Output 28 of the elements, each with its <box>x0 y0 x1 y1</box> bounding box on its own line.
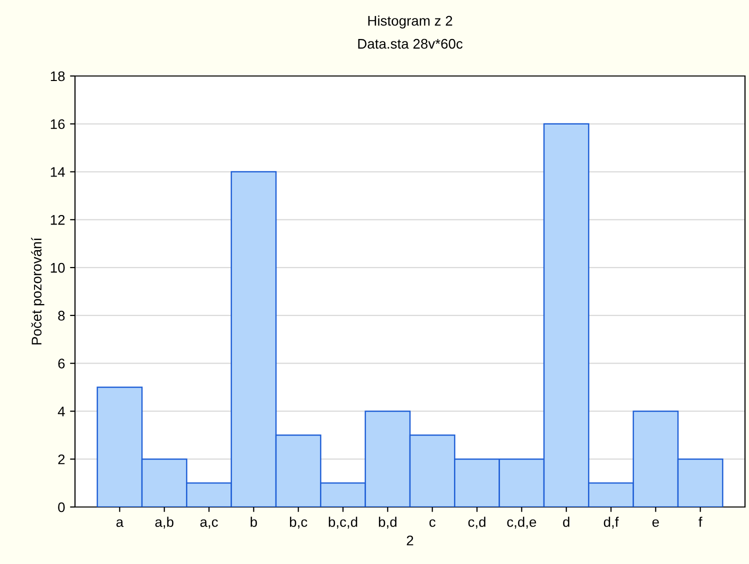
x-tick-label: a,c <box>200 519 218 529</box>
y-tick-label: 10 <box>50 262 65 273</box>
x-tick-label: d,f <box>604 516 619 529</box>
x-tick-label: b,c,d <box>328 516 358 529</box>
chart-title: Histogram z 2 <box>368 16 452 28</box>
x-tick-label: c <box>429 519 436 527</box>
x-tick-label: c,d,e <box>507 516 536 529</box>
x-tick-label: a <box>116 519 124 527</box>
x-tick-label: f <box>698 516 702 527</box>
x-tick-label: d <box>563 516 570 527</box>
y-tick-label: 12 <box>50 215 65 225</box>
y-tick-label: 0 <box>58 502 65 512</box>
x-tick-label: a,b <box>155 516 174 529</box>
y-tick-label: 4 <box>58 406 65 416</box>
y-tick-label: 6 <box>58 358 65 369</box>
y-tick-label: 16 <box>50 119 65 130</box>
x-tick-label: b,c <box>290 516 308 529</box>
y-axis-title: Počet pozorování <box>31 238 44 344</box>
y-tick-label: 8 <box>58 310 65 321</box>
x-tick-label: c,d <box>468 516 486 529</box>
x-axis-title: 2 <box>406 536 414 546</box>
y-tick-label: 18 <box>50 71 65 82</box>
y-tick-label: 14 <box>50 167 65 177</box>
x-tick-label: e <box>652 519 659 527</box>
chart-subtitle: Data.sta 28v*60c <box>358 38 463 49</box>
x-tick-label: b,d <box>378 516 396 529</box>
x-tick-label: b <box>250 516 257 527</box>
y-tick-label: 2 <box>58 454 65 464</box>
